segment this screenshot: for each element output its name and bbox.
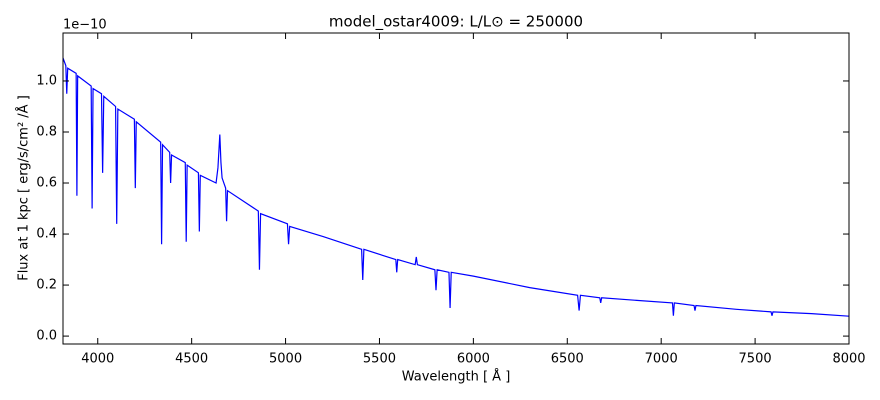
y-tick-label: 1.0 [36,73,57,88]
y-tick-label: 0.0 [36,329,57,344]
y-tick-label: 0.8 [36,124,57,139]
x-axis-label: Wavelength [ Å ] [402,369,511,385]
chart-title: model_ostar4009: L/L⊙ = 250000 [329,13,583,32]
x-tick-label: 5000 [269,352,302,367]
x-tick-label: 5500 [363,352,396,367]
y-tick-label: 0.6 [36,176,57,191]
spectrum-line [62,57,850,317]
x-tick-label: 7500 [739,352,772,367]
plot-frame [62,32,850,345]
offset-label: 1e−10 [63,18,107,33]
x-tick-label: 7000 [645,352,678,367]
y-axis-label: Flux at 1 kpc [ erg/s/cm² /Å ] [16,95,32,281]
x-tick-label: 6000 [457,352,490,367]
x-tick-label: 6500 [551,352,584,367]
x-tick-label: 8000 [832,352,865,367]
x-tick-label: 4000 [81,352,114,367]
y-tick-label: 0.4 [36,227,57,242]
x-tick-label: 4500 [175,352,208,367]
y-tick-label: 0.2 [36,278,57,293]
